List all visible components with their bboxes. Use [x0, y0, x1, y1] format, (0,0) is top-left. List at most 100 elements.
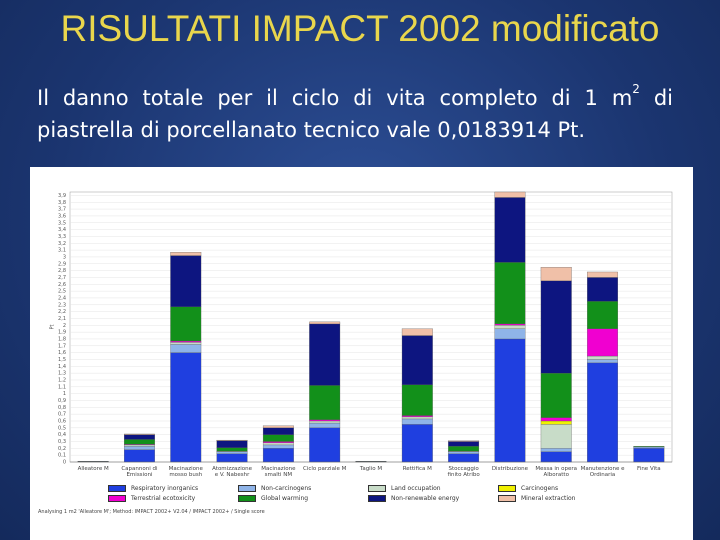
- x-tick-label: Rettifica M: [402, 466, 432, 472]
- legend-item: Carcinogens: [498, 485, 628, 492]
- y-tick-label: 2,5: [58, 289, 66, 295]
- slide-text: Il danno totale per il ciclo di vita com…: [37, 82, 673, 146]
- bar-segment: [262, 444, 294, 449]
- chart: Pt 00,10,20,30,40,50,60,70,80,911,11,21,…: [50, 191, 673, 466]
- y-tick-label: 0: [63, 460, 66, 466]
- legend-swatch: [238, 495, 256, 502]
- bar-segment: [216, 453, 248, 463]
- y-tick-label: 3,6: [58, 213, 66, 219]
- y-tick-label: 3,9: [58, 193, 66, 199]
- legend: Respiratory inorganics Non-carcinogens Lan…: [108, 485, 628, 502]
- x-tick-label: Taglio M: [359, 466, 383, 472]
- y-tick-label: 3: [63, 254, 66, 260]
- bar-segment: [170, 352, 202, 463]
- x-tick-label: Capannoni di Emissioni: [121, 466, 158, 478]
- y-tick-label: 3,5: [58, 220, 66, 226]
- y-tick-label: 3,1: [58, 248, 66, 254]
- y-tick-label: 2,6: [58, 282, 66, 288]
- bar-segment: [494, 323, 526, 326]
- bar-segment: [262, 448, 294, 463]
- bar-segment: [216, 439, 248, 441]
- bar-segment: [540, 267, 572, 282]
- y-tick-label: 1,8: [58, 336, 66, 342]
- bar-segment: [262, 442, 294, 446]
- legend-item: Terrestrial ecotoxicity: [108, 495, 238, 502]
- slide-title: RISULTATI IMPACT 2002 modificato: [60, 8, 660, 49]
- bar-segment: [587, 355, 618, 360]
- y-tick-label: 3,8: [58, 200, 66, 206]
- y-tick-label: 2,4: [58, 295, 66, 301]
- x-tick-label: Messa in opera Alboratto: [535, 466, 578, 478]
- bar-segment: [216, 451, 248, 454]
- bar-segment: [170, 342, 202, 345]
- bar-segment: [540, 372, 572, 418]
- chart-panel: Pt 0 0,1 0,2 0,3 0,4 0,5 0,6 0,7 0,8 0,9 1 1,1 1,2 1,…: [30, 167, 693, 540]
- legend-label: Respiratory inorganics: [131, 485, 199, 492]
- x-tick-label: Macinazione mosso bush: [168, 466, 203, 478]
- bar-segment: [540, 424, 572, 449]
- bar-segment: [401, 335, 433, 385]
- y-tick-label: 3,7: [58, 207, 66, 213]
- y-axis-label: Pt: [50, 324, 56, 329]
- legend-swatch: [108, 495, 126, 502]
- y-tick-label: 1,9: [58, 330, 66, 336]
- legend-label: Non-carcinogens: [261, 485, 312, 492]
- bar-segment: [540, 417, 572, 422]
- bar-segment: [494, 197, 526, 263]
- bar-segment: [309, 427, 341, 463]
- y-tick-label: 0,2: [58, 446, 66, 452]
- legend-item: Non-carcinogens: [238, 485, 368, 492]
- y-tick-label: 2,2: [58, 309, 66, 315]
- bar-segment: [170, 252, 202, 256]
- bar-segment: [587, 328, 618, 357]
- x-tick-label: Distribuzione: [491, 466, 529, 472]
- bar-segment: [262, 427, 294, 435]
- bar-segment: [262, 425, 294, 428]
- y-tick-label: 2,9: [58, 261, 66, 267]
- bar-segment: [170, 255, 202, 307]
- bar-segment: [216, 440, 248, 448]
- bar-segment: [124, 446, 155, 450]
- y-tick-label: 0,9: [58, 398, 66, 404]
- bar-segment: [633, 448, 665, 463]
- bar-segment: [494, 338, 526, 463]
- x-tick-label: Manutenzione e Ordinaria: [580, 466, 625, 478]
- legend-label: Global warming: [261, 495, 309, 502]
- legend-swatch: [238, 485, 256, 492]
- bar-segment: [401, 328, 433, 336]
- bar-segment: [540, 280, 572, 374]
- y-tick-label: 1,1: [58, 384, 66, 390]
- legend-item: Respiratory inorganics: [108, 485, 238, 492]
- y-tick-label: 0,3: [58, 439, 66, 445]
- bar-segment: [216, 447, 248, 452]
- bar-segment: [309, 321, 341, 325]
- bar-segment: [124, 444, 155, 447]
- bar-segment: [448, 453, 480, 463]
- chart-note: Analysing 1 m2 'Alleatore M'; Method: IM…: [38, 509, 265, 515]
- bar-segment: [262, 434, 294, 442]
- legend-swatch: [108, 485, 126, 492]
- bar-segment: [587, 362, 618, 463]
- bar-segment: [448, 440, 480, 442]
- bar-segment: [540, 448, 572, 452]
- legend-swatch: [498, 495, 516, 502]
- x-tick-label: Atomizzazione e V. Nabeshr: [212, 466, 252, 478]
- bar-segment: [633, 446, 665, 449]
- bar-segment: [124, 439, 155, 445]
- y-tick-label: 2,1: [58, 316, 66, 322]
- bar-segment: [401, 424, 433, 463]
- bar-segment: [170, 340, 202, 343]
- x-tick-label: Fine Vita: [637, 466, 661, 472]
- bar-segment: [448, 441, 480, 447]
- bar-segment: [309, 419, 341, 422]
- bar-segment: [401, 416, 433, 420]
- bar-segment: [587, 301, 618, 329]
- bar-segment: [494, 325, 526, 329]
- y-tick-label: 0,4: [58, 432, 66, 438]
- bar-segment: [170, 344, 202, 353]
- y-tick-label: 2: [63, 323, 66, 329]
- legend-swatch: [368, 485, 386, 492]
- y-tick-label: 1,3: [58, 371, 66, 377]
- x-tick-label: Stoccaggio finito Atribo: [447, 466, 480, 478]
